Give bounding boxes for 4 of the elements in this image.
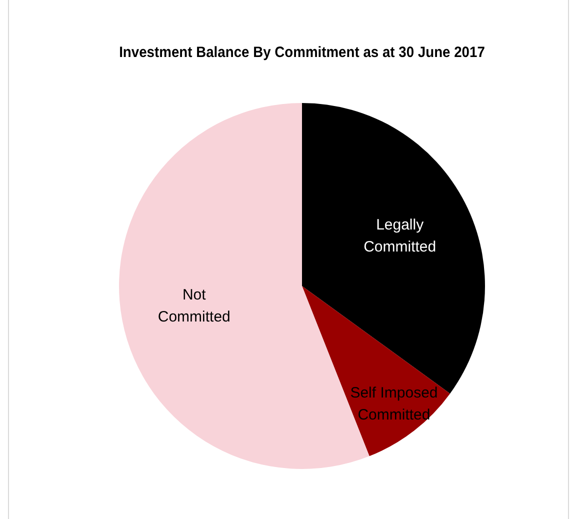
slice-label: Self Imposed Committed [350,384,438,424]
slice-label: Not Committed [158,286,230,326]
chart-title: Investment Balance By Commitment as at 30 June 2017 [119,44,485,62]
slice-label: Legally Committed [364,216,436,256]
